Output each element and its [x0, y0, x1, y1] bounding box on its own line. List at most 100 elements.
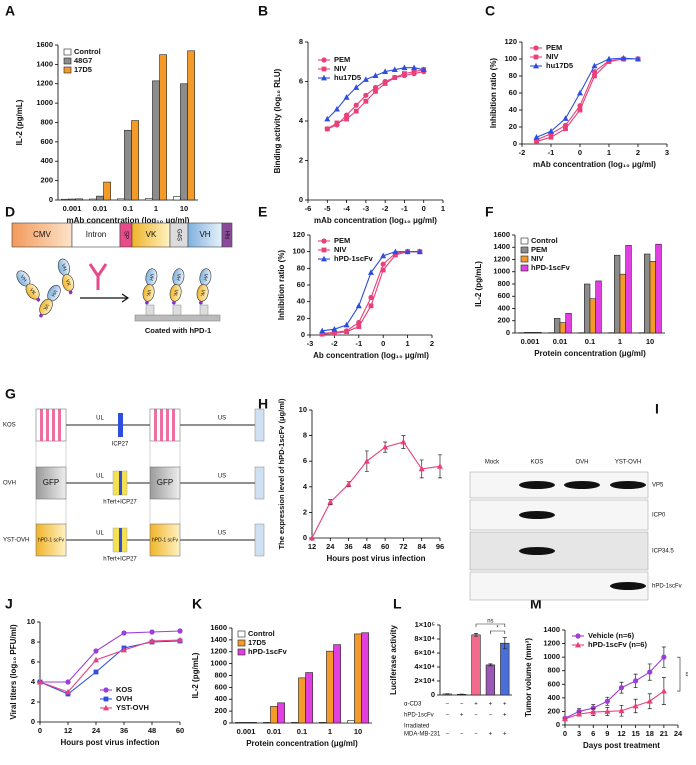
- y-axis-label: IL-2 (pg/mL): [191, 652, 200, 698]
- point: [632, 702, 639, 709]
- point: [400, 438, 407, 445]
- domain-label: VH: [19, 274, 28, 283]
- region-label: US: [218, 416, 226, 422]
- x-tick-label: 36: [120, 726, 128, 735]
- plate: [134, 314, 221, 322]
- region-label: US: [218, 531, 226, 537]
- strain-label: KOS: [3, 423, 16, 429]
- series-line: [536, 58, 638, 141]
- x-axis-label: Hours post virus infection: [60, 738, 159, 747]
- x-tick-label: 24: [326, 542, 335, 551]
- gene-label: ICP27: [112, 442, 129, 448]
- legend-swatch: [520, 237, 529, 245]
- panel-label: K: [192, 596, 202, 612]
- stripe: [52, 409, 55, 441]
- panel-label: G: [5, 386, 16, 402]
- y-tick-label: 400: [497, 303, 510, 312]
- segment-label: SP: [122, 231, 128, 239]
- y-tick-label: 100: [504, 54, 517, 63]
- protein-label: hPD-1scFv: [652, 584, 682, 590]
- y-axis-label: IL-2 (pg/mL): [474, 261, 483, 307]
- lane-label: KOS: [531, 460, 544, 466]
- x-tick-label: 0: [578, 148, 582, 157]
- y-tick-label: 600: [214, 682, 227, 691]
- x-tick-label: 0.01: [93, 204, 108, 213]
- his-tag: [145, 300, 149, 305]
- series-line: [40, 630, 181, 683]
- condition-mark: −: [489, 713, 493, 719]
- y-tick-label: 0: [556, 720, 560, 729]
- point: [380, 252, 387, 259]
- point: [563, 126, 568, 132]
- y-tick-label: 60: [509, 88, 517, 97]
- y-tick-label: 1400: [493, 242, 510, 251]
- point: [93, 648, 99, 654]
- x-tick-label: -1: [548, 148, 555, 157]
- panel-label: C: [485, 3, 495, 19]
- point: [324, 126, 330, 132]
- x-tick-label: 10: [354, 727, 362, 736]
- panel-label: E: [258, 204, 267, 220]
- stripe: [166, 409, 169, 441]
- condition-label: Irradiated: [404, 724, 429, 730]
- band: [519, 547, 555, 555]
- point: [368, 294, 374, 301]
- domain-label: VK: [28, 287, 37, 296]
- insert-label: hPD-1 scFv: [38, 537, 65, 543]
- y-tick-label: 80: [509, 71, 517, 80]
- coating: [172, 304, 182, 316]
- y-tick-label: 0: [49, 195, 53, 204]
- series-line: [322, 251, 420, 332]
- point: [418, 465, 425, 472]
- y-tick-label: 2: [31, 697, 35, 706]
- repeat-box: [35, 466, 67, 500]
- legend-label: hPD-1scFv: [334, 254, 374, 263]
- repeat-box: [149, 523, 181, 557]
- stripe: [46, 409, 49, 441]
- bar: [173, 196, 181, 201]
- segment-label: His: [223, 231, 229, 240]
- y-tick-label: 800: [547, 666, 560, 675]
- point: [393, 252, 398, 258]
- segment-label: CMV: [33, 230, 51, 239]
- y-axis-label: Luciferase activity: [389, 625, 398, 695]
- bar: [68, 198, 76, 201]
- point: [590, 708, 597, 715]
- x-tick-label: 24: [674, 729, 683, 738]
- point: [647, 669, 653, 675]
- condition-mark: +: [489, 702, 493, 708]
- legend-swatch: [520, 246, 529, 254]
- x-tick-label: 15: [631, 729, 639, 738]
- point: [604, 708, 611, 714]
- point: [416, 248, 423, 255]
- legend-marker: [321, 255, 327, 262]
- x-tick-label: -3: [307, 339, 314, 348]
- y-tick-label: 0: [299, 195, 303, 204]
- y-tick-label: 80: [297, 263, 305, 272]
- bar: [159, 54, 167, 201]
- x-tick-label: 0.1: [585, 337, 595, 346]
- legend-marker: [575, 641, 581, 648]
- antibody: [88, 263, 108, 290]
- x-tick-label: 3: [577, 729, 581, 738]
- panel-label: I: [655, 401, 659, 417]
- point: [93, 656, 99, 663]
- y-tick-label: 6: [299, 76, 303, 85]
- y-axis-label: The expression level of hPD-1scFv (μg/ml…: [277, 398, 286, 549]
- end-box: [254, 466, 265, 500]
- x-tick-label: -2: [331, 339, 338, 348]
- bar: [117, 198, 125, 201]
- protein-label: ICP34.5: [652, 549, 674, 555]
- bar: [535, 332, 542, 334]
- legend-label: YST-OVH: [116, 703, 149, 712]
- x-tick-label: 36: [344, 542, 352, 551]
- condition-mark: +: [503, 732, 507, 738]
- point: [380, 267, 386, 273]
- lane-label: YST-OVH: [615, 460, 641, 466]
- point: [402, 71, 407, 76]
- y-tick-label: 400: [214, 694, 227, 703]
- x-tick-label: 18: [646, 729, 654, 738]
- point: [548, 128, 554, 134]
- point: [362, 76, 369, 82]
- panel-label: H: [258, 396, 268, 412]
